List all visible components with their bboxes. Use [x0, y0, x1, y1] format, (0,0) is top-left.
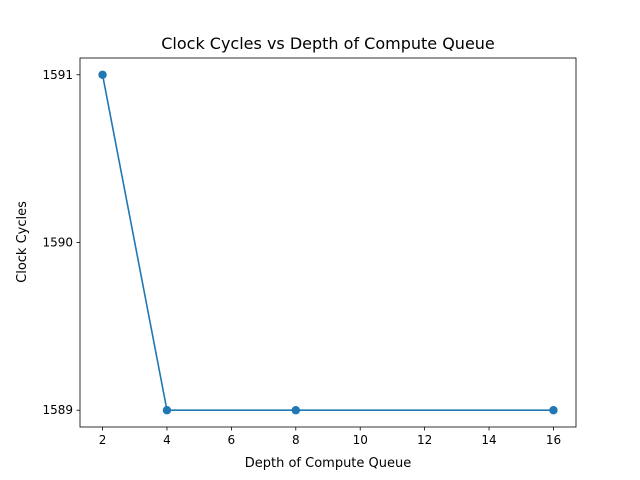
series-layer [98, 70, 558, 415]
plot-area [79, 57, 577, 428]
x-tick-label-4: 10 [353, 433, 368, 447]
x-tick-label-1: 4 [163, 433, 171, 447]
x-tick-label-3: 8 [292, 433, 300, 447]
y-tick-label-1: 1590 [42, 236, 73, 250]
y-tick-label-0: 1589 [42, 403, 73, 417]
x-tick-label-6: 14 [481, 433, 496, 447]
data-point-2 [291, 406, 300, 415]
y-axis: 1589 1590 1591 [42, 68, 80, 417]
x-tick-label-7: 16 [546, 433, 561, 447]
series-line-0 [101, 74, 554, 412]
x-axis: 2 4 6 8 10 12 14 16 [99, 427, 561, 447]
x-tick-label-2: 6 [228, 433, 236, 447]
x-tick-label-0: 2 [99, 433, 107, 447]
x-tick-label-5: 12 [417, 433, 432, 447]
data-point-3 [549, 406, 558, 415]
data-point-0 [98, 70, 107, 79]
chart-title: Clock Cycles vs Depth of Compute Queue [161, 34, 495, 53]
y-axis-label: Clock Cycles [15, 201, 30, 283]
data-point-1 [162, 406, 172, 415]
y-tick-label-2: 1591 [42, 68, 73, 82]
x-axis-label: Depth of Compute Queue [245, 456, 412, 471]
